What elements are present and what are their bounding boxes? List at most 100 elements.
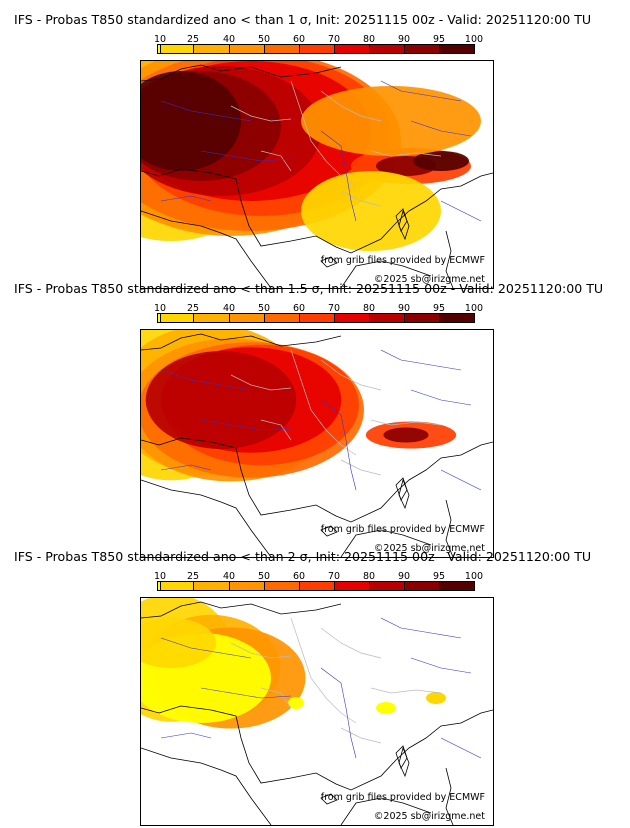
colorbar-segment: [299, 313, 335, 323]
colorbar-tick-label: 90: [397, 571, 411, 582]
colorbar-tick-label: 40: [222, 303, 236, 314]
admin-borders: [230, 349, 442, 476]
colorbar-segment: [160, 581, 194, 591]
colorbar-segment: [193, 313, 230, 323]
copyright-label: ©2025 sb@irizgme.net: [373, 543, 485, 554]
probability-colorbar: [157, 581, 475, 591]
map-canvas: [141, 598, 493, 825]
colorbar-segment: [264, 44, 300, 54]
colorbar-segment: [193, 581, 230, 591]
colorbar-tick-label: 80: [362, 303, 376, 314]
probability-area: [301, 171, 441, 251]
island-coast: [320, 793, 338, 805]
probability-colorbar: [157, 313, 475, 323]
colorbar-segment: [160, 313, 194, 323]
colorbar-tick-label: 90: [397, 34, 411, 45]
rivers: [160, 617, 482, 759]
colorbar-segment: [299, 44, 335, 54]
colorbar-tick-label: 70: [327, 34, 341, 45]
colorbar-segment: [334, 581, 370, 591]
probability-area: [288, 697, 304, 709]
rivers: [160, 349, 482, 491]
corsica-coast: [395, 745, 408, 769]
colorbar-segment: [229, 44, 265, 54]
colorbar-segment: [299, 581, 335, 591]
colorbar-tick-label: 95: [432, 303, 446, 314]
probability-field: [141, 330, 457, 482]
colorbar-segment: [157, 581, 161, 591]
colorbar-tick-label: 70: [327, 571, 341, 582]
colorbar-tick-label: 25: [186, 34, 200, 45]
colorbar-segment: [404, 581, 440, 591]
colorbar-tick-label: 95: [432, 34, 446, 45]
colorbar-tick-label: 50: [257, 571, 271, 582]
colorbar-segment: [369, 44, 405, 54]
colorbar-tick-label: 50: [257, 303, 271, 314]
colorbar-tick-label: 40: [222, 571, 236, 582]
colorbar-tick-label: 90: [397, 303, 411, 314]
colorbar-tick-label: 10: [153, 34, 167, 45]
colorbar-segment: [160, 44, 194, 54]
colorbar-segment: [229, 581, 265, 591]
colorbar-tick-label: 100: [464, 571, 484, 582]
colorbar-segment: [369, 581, 405, 591]
data-source-credit: from grib files provided by ECMWF: [320, 255, 485, 266]
corsica-coast: [395, 477, 408, 501]
copyright-label: ©2025 sb@irizgme.net: [373, 811, 485, 822]
coastline: [141, 333, 493, 557]
colorbar-tick-label: 80: [362, 34, 376, 45]
probability-map[interactable]: from grib files provided by ECMWF ©2025 …: [140, 597, 494, 826]
admin-borders: [230, 617, 442, 744]
colorbar-segment: [404, 313, 440, 323]
colorbar-tick-label: 100: [464, 303, 484, 314]
admin-borders: [230, 80, 442, 207]
colorbar-tick-label: 25: [186, 571, 200, 582]
coastline: [141, 747, 272, 825]
colorbar-tick-label: 60: [292, 571, 306, 582]
probability-area: [383, 427, 429, 443]
colorbar-tick-label: 60: [292, 34, 306, 45]
colorbar-segment: [264, 313, 300, 323]
colorbar-segment: [193, 44, 230, 54]
probability-map[interactable]: from grib files provided by ECMWF ©2025 …: [140, 60, 494, 289]
colorbar-segment: [439, 44, 475, 54]
colorbar-segment: [334, 313, 370, 323]
probability-map[interactable]: from grib files provided by ECMWF ©2025 …: [140, 329, 494, 558]
map-panel-1: IFS - Probas T850 standardized ano < tha…: [0, 12, 630, 289]
colorbar-tick-labels: 10 25 40 50 60 70 80 90 95 100: [0, 303, 630, 315]
colorbar-segment: [369, 313, 405, 323]
colorbar-tick-label: 25: [186, 303, 200, 314]
copyright-label: ©2025 sb@irizgme.net: [373, 274, 485, 285]
coastline: [141, 479, 272, 557]
map-canvas: [141, 330, 493, 557]
island-coast: [320, 525, 338, 537]
colorbar-tick-label: 80: [362, 571, 376, 582]
colorbar-tick-label: 40: [222, 34, 236, 45]
probability-colorbar: [157, 44, 475, 54]
colorbar-tick-label: 10: [153, 571, 167, 582]
colorbar-segment: [157, 44, 161, 54]
colorbar-segment: [439, 581, 475, 591]
colorbar-tick-label: 70: [327, 303, 341, 314]
probability-area: [376, 702, 396, 714]
corsica-coast: [395, 208, 408, 232]
probability-field: [141, 61, 481, 251]
colorbar-segment: [157, 313, 161, 323]
island-coast: [320, 256, 338, 268]
probability-area: [141, 618, 216, 668]
colorbar-segment: [404, 44, 440, 54]
data-source-credit: from grib files provided by ECMWF: [320, 524, 485, 535]
colorbar-tick-labels: 10 25 40 50 60 70 80 90 95 100: [0, 571, 630, 583]
map-panel-2: IFS - Probas T850 standardized ano < tha…: [0, 281, 630, 558]
rivers: [160, 80, 482, 222]
probability-area: [301, 86, 481, 156]
probability-field: [141, 598, 446, 729]
panel-title: IFS - Probas T850 standardized ano < tha…: [14, 281, 604, 296]
probability-area: [426, 692, 446, 704]
map-canvas: [141, 61, 493, 288]
coastline: [141, 210, 272, 288]
probability-area: [145, 351, 297, 449]
coastline: [141, 64, 493, 288]
colorbar-tick-labels: 10 25 40 50 60 70 80 90 95 100: [0, 34, 630, 46]
probability-area: [413, 151, 469, 171]
